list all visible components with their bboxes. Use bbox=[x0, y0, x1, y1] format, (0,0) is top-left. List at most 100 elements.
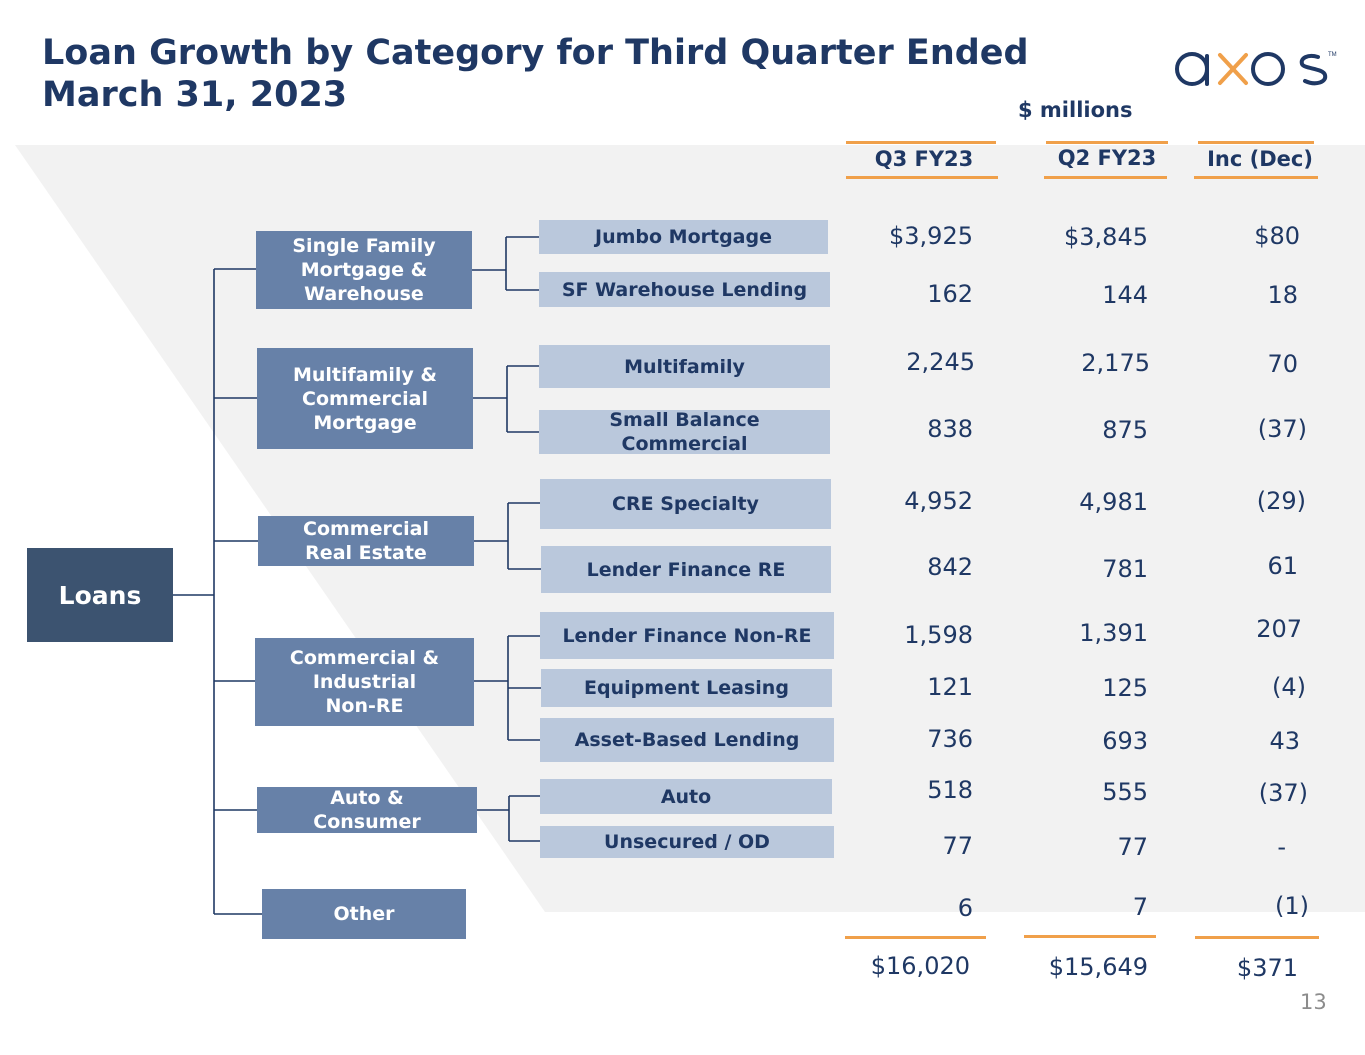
value-q2: 125 bbox=[1102, 674, 1148, 702]
value-q3: 77 bbox=[942, 832, 973, 860]
category-label-line: Commercial bbox=[303, 518, 429, 540]
value-q2: 693 bbox=[1102, 727, 1148, 755]
value-q3: 162 bbox=[927, 280, 973, 308]
value-q3: $3,925 bbox=[889, 222, 973, 250]
column-header-inc: Inc (Dec) bbox=[1207, 147, 1313, 171]
header-underline-inc bbox=[1194, 176, 1318, 179]
value-inc: 70 bbox=[1267, 350, 1298, 378]
category-multifamily-box: Multifamily & Commercial Mortgage bbox=[257, 348, 473, 449]
value-q2: 144 bbox=[1102, 281, 1148, 309]
item-sf-warehouse-lending-box: SF Warehouse Lending bbox=[539, 272, 830, 307]
item-lender-finance-non-re-box: Lender Finance Non-RE bbox=[540, 612, 834, 659]
total-q3: $16,020 bbox=[870, 952, 970, 980]
item-label: Lender Finance Non-RE bbox=[562, 624, 812, 647]
header-underline-q3 bbox=[846, 176, 998, 179]
total-line-q2 bbox=[1024, 935, 1156, 938]
column-header-q2: Q2 FY23 bbox=[1057, 146, 1157, 170]
item-label: Lender Finance RE bbox=[586, 558, 786, 581]
item-label: Auto bbox=[660, 785, 712, 808]
category-label-line: Other bbox=[333, 903, 395, 925]
category-label-line: Commercial & bbox=[289, 647, 440, 669]
header-underline-q2 bbox=[1044, 176, 1167, 179]
category-label-line: Warehouse bbox=[304, 283, 424, 305]
value-q3: 838 bbox=[927, 415, 973, 443]
category-label-line: Non-RE bbox=[325, 695, 404, 717]
value-q3: 1,598 bbox=[904, 621, 973, 649]
value-q2: 875 bbox=[1102, 416, 1148, 444]
item-lender-finance-re-box: Lender Finance RE bbox=[541, 546, 831, 593]
category-label-line: Auto & bbox=[330, 787, 404, 809]
page-title: Loan Growth by Category for Third Quarte… bbox=[42, 32, 1042, 116]
category-auto-consumer-box: Auto & Consumer bbox=[257, 787, 477, 833]
item-small-balance-commercial-box: Small Balance Commercial bbox=[539, 409, 830, 455]
header-topline-q2 bbox=[1046, 141, 1168, 144]
header-topline-q3 bbox=[846, 141, 996, 144]
category-single-family-box: Single Family Mortgage & Warehouse bbox=[256, 231, 472, 309]
item-label: Asset-Based Lending bbox=[574, 729, 800, 751]
axos-logo: TM bbox=[1175, 52, 1337, 86]
item-label: Commercial bbox=[621, 433, 748, 455]
value-q3: 842 bbox=[927, 553, 973, 581]
item-label: Jumbo Mortgage bbox=[595, 226, 772, 248]
value-q2: 781 bbox=[1102, 555, 1148, 583]
value-inc: (4) bbox=[1272, 673, 1306, 701]
category-other-box: Other bbox=[262, 889, 466, 939]
total-inc: $371 bbox=[1236, 954, 1298, 982]
column-header-q3: Q3 FY23 bbox=[874, 147, 974, 171]
item-label: SF Warehouse Lending bbox=[561, 278, 808, 301]
category-label-line: Industrial bbox=[312, 671, 417, 693]
item-equipment-leasing-box: Equipment Leasing bbox=[541, 669, 832, 707]
value-inc: 207 bbox=[1256, 615, 1302, 643]
item-auto-box: Auto bbox=[540, 779, 832, 814]
item-cre-specialty-box: CRE Specialty bbox=[540, 479, 831, 529]
value-inc: (1) bbox=[1275, 892, 1309, 920]
value-q2: 2,175 bbox=[1081, 349, 1150, 377]
page-number: 13 bbox=[1300, 990, 1327, 1014]
units-label: $ millions bbox=[1018, 98, 1133, 122]
value-q3: 2,245 bbox=[906, 348, 975, 376]
item-label: Multifamily bbox=[624, 355, 745, 378]
category-commercial-industrial-box: Commercial & Industrial Non-RE bbox=[255, 638, 474, 726]
value-inc: (37) bbox=[1258, 779, 1308, 807]
item-jumbo-mortgage-box: Jumbo Mortgage bbox=[539, 220, 828, 254]
value-inc: - bbox=[1277, 833, 1286, 861]
value-inc: 61 bbox=[1267, 552, 1298, 580]
value-q3: 736 bbox=[927, 725, 973, 753]
item-multifamily-box: Multifamily bbox=[539, 345, 830, 388]
category-commercial-real-estate-box: Commercial Real Estate bbox=[258, 516, 474, 566]
category-label-line: Consumer bbox=[313, 811, 421, 833]
value-q3: 4,952 bbox=[904, 487, 973, 515]
value-q3: 518 bbox=[927, 776, 973, 804]
value-q2: 4,981 bbox=[1079, 488, 1148, 516]
value-inc: 18 bbox=[1267, 281, 1298, 309]
value-q2: 77 bbox=[1117, 833, 1148, 861]
total-line-inc bbox=[1195, 936, 1319, 939]
value-inc: $80 bbox=[1254, 222, 1300, 250]
title-line-1: Loan Growth by Category for Third Quarte… bbox=[42, 33, 1029, 73]
item-label: Small Balance bbox=[609, 409, 760, 431]
value-inc: (37) bbox=[1257, 415, 1307, 443]
category-label-line: Multifamily & bbox=[292, 363, 438, 386]
category-label-line: Real Estate bbox=[305, 542, 427, 564]
title-line-2: March 31, 2023 bbox=[42, 75, 348, 115]
value-inc: 43 bbox=[1269, 727, 1300, 755]
item-asset-based-lending-box: Asset-Based Lending bbox=[540, 718, 834, 762]
value-q2: 7 bbox=[1132, 893, 1148, 921]
item-label: Equipment Leasing bbox=[584, 677, 789, 699]
category-label-line: Single Family bbox=[292, 235, 436, 257]
category-label-line: Mortgage & bbox=[300, 259, 428, 281]
item-unsecured-od-box: Unsecured / OD bbox=[540, 826, 834, 858]
value-q3: 121 bbox=[927, 673, 973, 701]
svg-text:TM: TM bbox=[1328, 52, 1337, 58]
value-q2: 1,391 bbox=[1079, 619, 1148, 647]
total-line-q3 bbox=[845, 936, 986, 939]
category-label-line: Commercial bbox=[302, 387, 428, 410]
total-q2: $15,649 bbox=[1048, 953, 1148, 981]
item-label: CRE Specialty bbox=[612, 493, 759, 515]
category-label-line: Mortgage bbox=[313, 411, 417, 434]
item-label: Unsecured / OD bbox=[604, 831, 770, 853]
root-loans-box: Loans bbox=[27, 548, 173, 642]
value-inc: (29) bbox=[1256, 487, 1306, 515]
value-q2: $3,845 bbox=[1064, 223, 1148, 251]
